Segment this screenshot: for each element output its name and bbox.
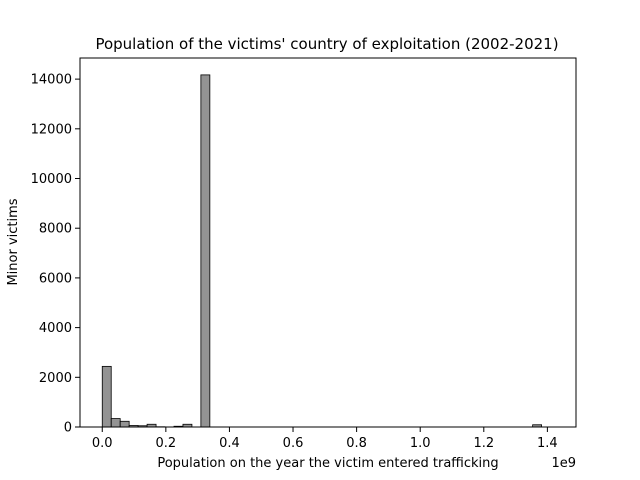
y-tick-label-0: 0 xyxy=(64,421,72,436)
x-tick-label-2: 0.4 xyxy=(219,436,240,451)
y-axis-label: Minor victims xyxy=(6,198,21,285)
histogram-bar-2 xyxy=(119,420,130,428)
histogram-bar-0 xyxy=(101,365,112,428)
x-tick-label-0: 0.0 xyxy=(92,436,113,451)
x-axis-offset-text: 1e9 xyxy=(551,456,576,471)
x-tick-label-1: 0.2 xyxy=(156,436,177,451)
y-tick-label-1: 2000 xyxy=(39,371,72,386)
histogram-bar-10 xyxy=(200,74,211,428)
y-tick-label-3: 6000 xyxy=(39,271,72,286)
chart-title: Population of the victims' country of ex… xyxy=(95,35,558,53)
bars-group xyxy=(101,74,542,428)
y-tick-label-5: 10000 xyxy=(31,172,72,187)
y-tick-label-6: 12000 xyxy=(31,122,72,137)
x-tick-label-6: 1.2 xyxy=(473,436,494,451)
y-tick-label-2: 4000 xyxy=(39,321,72,336)
x-axis-ticks: 0.0 0.2 0.4 0.6 0.8 1.0 1.2 1.4 xyxy=(92,427,558,451)
x-axis-label: Population on the year the victim entere… xyxy=(157,456,498,471)
x-tick-label-5: 1.0 xyxy=(410,436,431,451)
y-tick-label-4: 8000 xyxy=(39,222,72,237)
histogram-bar-1 xyxy=(110,418,121,428)
y-tick-label-7: 14000 xyxy=(31,73,72,88)
y-axis-ticks: 0 2000 4000 6000 8000 10000 12000 14000 xyxy=(31,73,80,436)
plot-frame xyxy=(79,57,577,428)
x-tick-label-4: 0.8 xyxy=(346,436,367,451)
x-tick-label-7: 1.4 xyxy=(537,436,558,451)
x-tick-label-3: 0.6 xyxy=(283,436,304,451)
